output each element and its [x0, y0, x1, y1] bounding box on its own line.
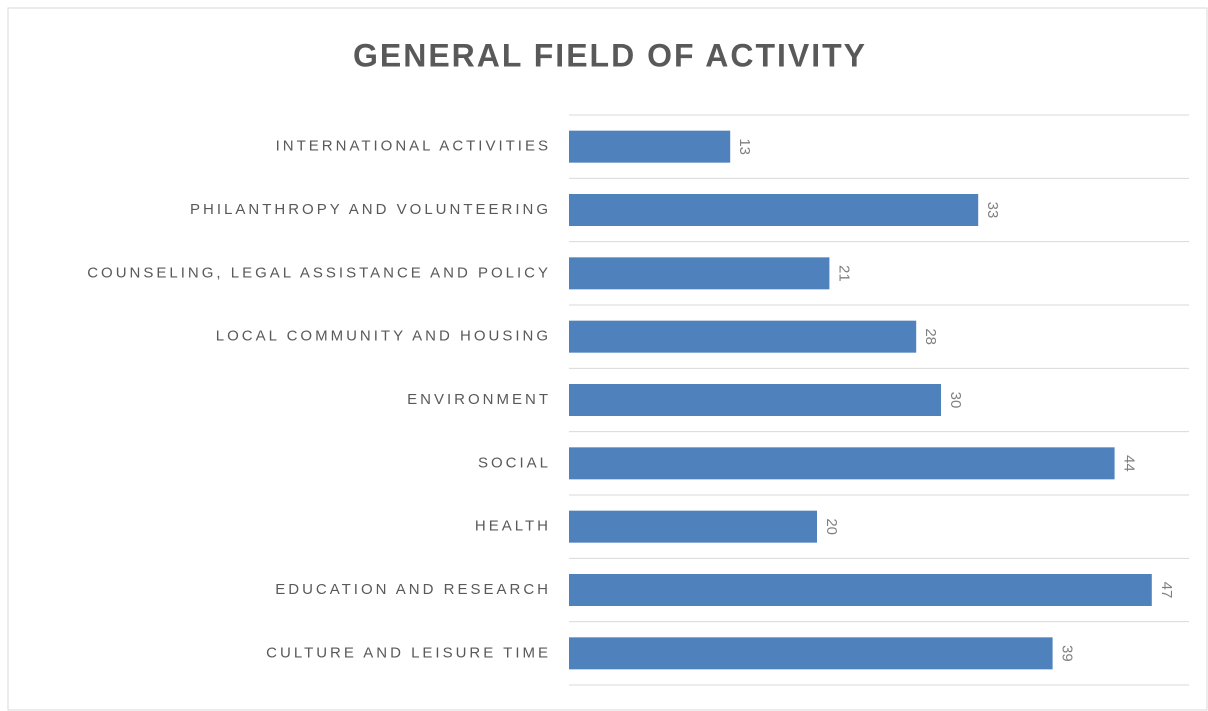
y-tick-label: COUNSELING, LEGAL ASSISTANCE AND POLICY: [87, 264, 551, 281]
y-tick-label: HEALTH: [475, 518, 551, 535]
bar: [569, 574, 1152, 606]
data-label: 39: [1059, 645, 1076, 662]
bar: [569, 130, 731, 163]
data-label: 20: [823, 518, 840, 535]
data-label: 44: [1121, 455, 1138, 472]
data-label: 21: [835, 265, 852, 282]
data-label: 47: [1158, 582, 1175, 599]
data-label: 13: [736, 138, 753, 155]
y-tick-label: INTERNATIONAL ACTIVITIES: [276, 138, 551, 155]
bar: [569, 447, 1115, 480]
bar: [569, 510, 817, 543]
data-label: 28: [922, 328, 939, 345]
y-tick-label: PHILANTHROPY AND VOLUNTEERING: [190, 201, 551, 218]
y-tick-label: SOCIAL: [478, 454, 551, 471]
bar: [569, 637, 1053, 670]
data-label: 30: [947, 392, 964, 409]
data-label: 33: [984, 202, 1001, 219]
bar: [569, 194, 979, 226]
y-tick-label: CULTURE AND LEISURE TIME: [266, 644, 551, 661]
y-tick-label: EDUCATION AND RESEARCH: [275, 581, 551, 598]
y-tick-label: ENVIRONMENT: [407, 391, 551, 408]
bar: [569, 384, 941, 416]
chart-title: GENERAL FIELD OF ACTIVITY: [353, 37, 867, 73]
bar: [569, 257, 830, 290]
y-tick-label: LOCAL COMMUNITY AND HOUSING: [216, 328, 551, 345]
bar: [569, 320, 917, 353]
